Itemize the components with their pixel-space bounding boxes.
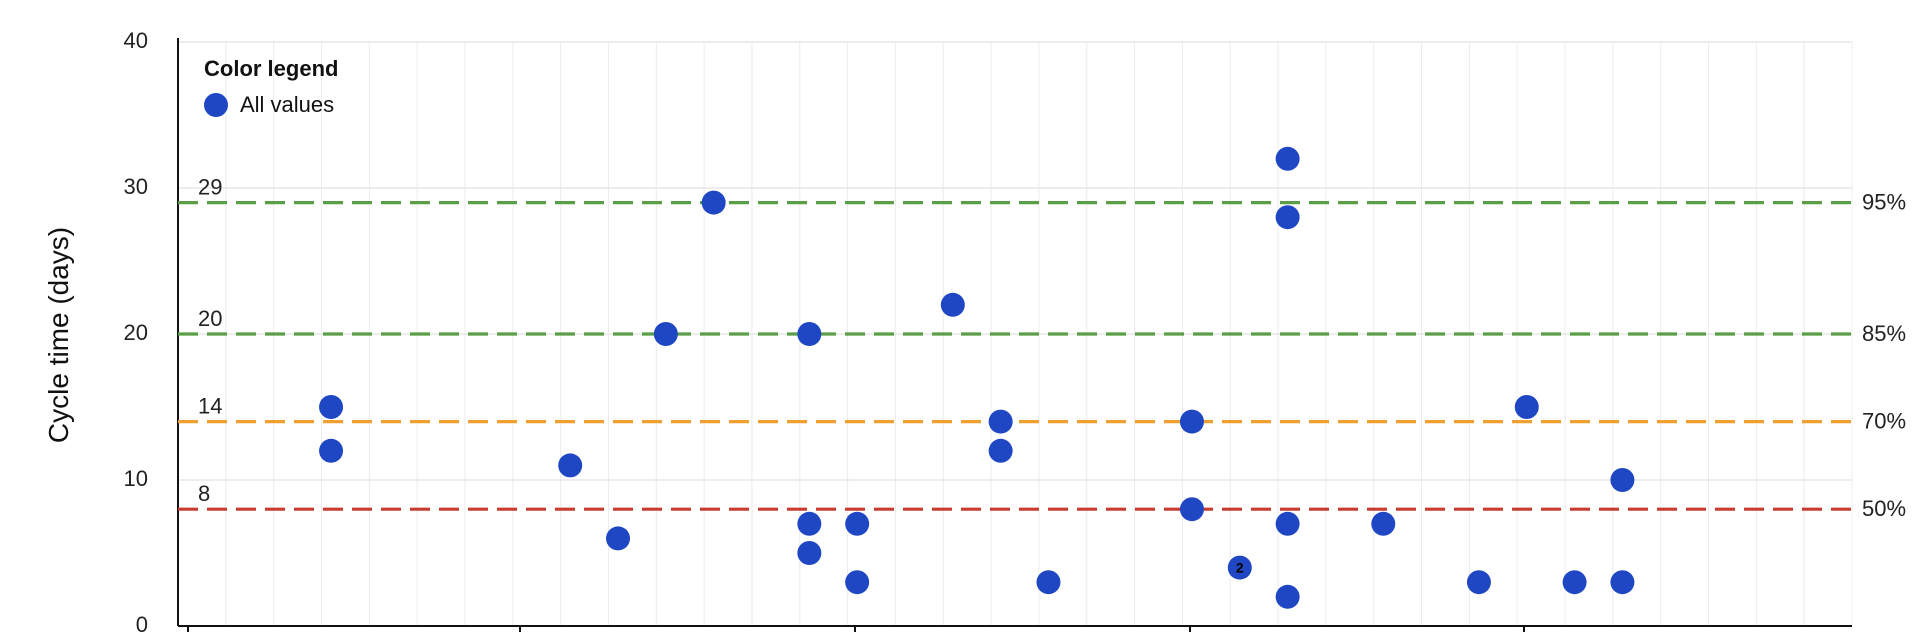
data-point [653,322,678,346]
data-point-cluster [1227,555,1252,580]
data-point [1514,395,1539,419]
axis-layer: 0 10 20 30 40 [124,28,1852,637]
percentile-lines: 29 95% 20 85% 14 70% 8 50% [178,175,1906,521]
percentile-value-label: 20 [198,306,222,331]
y-tick-label: 30 [124,174,148,199]
percentile-value-label: 8 [198,481,210,506]
data-point [606,526,631,551]
data-point [1275,146,1300,171]
data-point [1275,205,1300,230]
data-point [1562,570,1587,595]
data-point [1275,511,1300,536]
data-point [988,409,1013,434]
percentile-value-label: 29 [198,175,222,200]
percentile-percent-label: 50% [1862,496,1906,521]
data-point [701,190,726,215]
data-point [319,438,344,463]
data-point [1036,570,1061,595]
percentile-percent-label: 85% [1862,321,1906,346]
data-point [845,511,870,536]
data-point [797,322,822,346]
y-tick-label: 0 [136,612,148,632]
percentile-value-label: 14 [198,394,222,419]
y-tick-label: 10 [124,466,148,491]
data-point [797,511,822,536]
data-point-count-label: 2 [1236,559,1244,575]
percentile-percent-label: 95% [1862,189,1906,214]
y-tick-label: 20 [124,320,148,345]
legend-swatch-icon [204,93,228,117]
y-tick-label: 40 [124,28,148,53]
data-point [1610,468,1635,492]
data-point [940,292,965,317]
data-point [1371,511,1396,536]
color-legend: Color legend All values [204,56,338,118]
data-point [1466,570,1491,595]
data-point [558,453,583,478]
legend-entry-label: All values [240,92,335,117]
data-point [1275,584,1300,609]
data-point [319,395,344,419]
data-point [1610,570,1635,595]
legend-entry-all-values[interactable]: All values [204,92,338,118]
data-point [845,570,870,595]
data-point [988,438,1013,463]
y-axis-title: Cycle time (days) [43,227,74,443]
data-point [1179,409,1204,434]
legend-title: Color legend [204,56,339,81]
data-points: 2 [319,146,1635,609]
data-point [1179,497,1204,522]
data-point [797,541,822,565]
percentile-percent-label: 70% [1862,408,1906,433]
